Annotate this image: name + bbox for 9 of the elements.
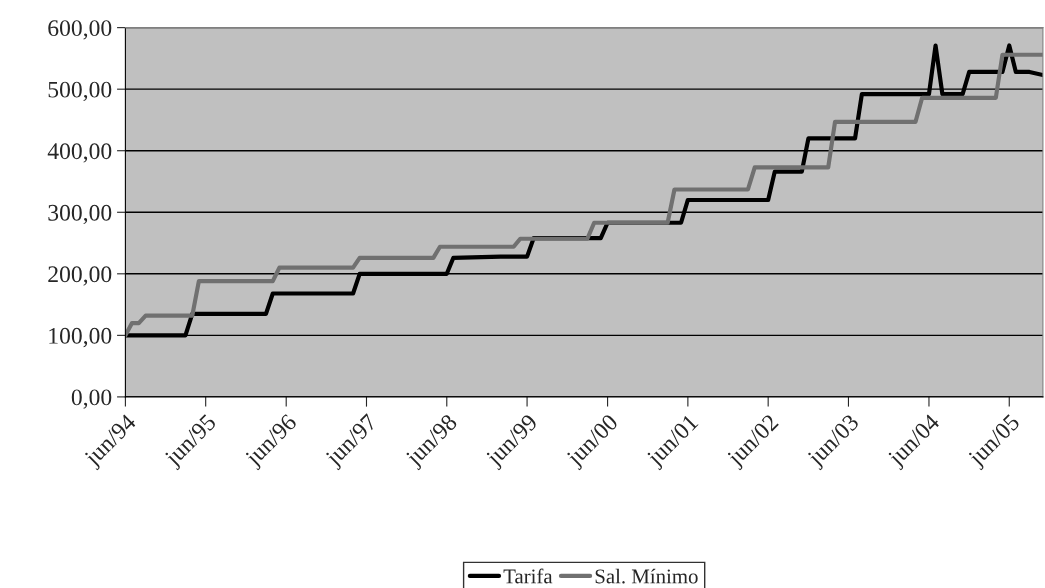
y-tick-label: 200,00 bbox=[48, 266, 112, 286]
y-tick-label: 500,00 bbox=[48, 81, 112, 101]
y-tick-label: 100,00 bbox=[49, 327, 112, 348]
y-tick-label: 0,00 bbox=[71, 389, 112, 409]
legend-label: Tarifa bbox=[503, 568, 553, 584]
y-tick-label: 300,00 bbox=[48, 204, 112, 225]
legend-label: Sal. Mínimo bbox=[595, 568, 698, 584]
y-tick-label: 400,00 bbox=[47, 143, 112, 163]
y-tick-label: 600,00 bbox=[48, 20, 112, 40]
